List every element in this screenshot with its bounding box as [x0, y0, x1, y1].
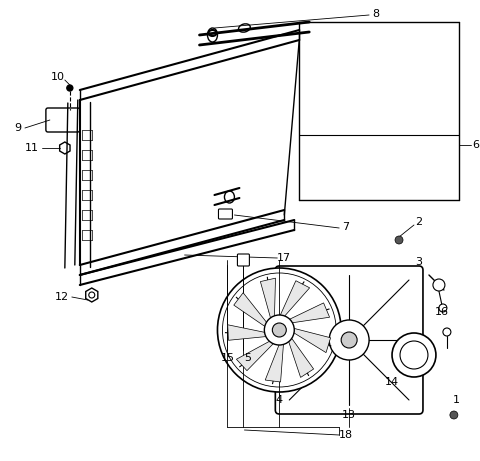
Polygon shape — [265, 341, 284, 382]
Text: 4: 4 — [276, 395, 283, 405]
Circle shape — [341, 332, 357, 348]
Text: 18: 18 — [339, 430, 353, 440]
Polygon shape — [234, 293, 268, 328]
Text: 3: 3 — [416, 257, 422, 267]
FancyBboxPatch shape — [46, 108, 80, 132]
Text: 12: 12 — [55, 292, 69, 302]
Polygon shape — [260, 278, 276, 321]
Circle shape — [329, 320, 369, 360]
Text: 14: 14 — [385, 377, 399, 387]
Text: 15: 15 — [220, 353, 234, 363]
Text: 7: 7 — [343, 222, 350, 232]
Text: 9: 9 — [14, 123, 22, 133]
Circle shape — [443, 328, 451, 336]
Polygon shape — [228, 325, 269, 340]
Circle shape — [400, 341, 428, 369]
Text: 5: 5 — [244, 353, 251, 363]
FancyBboxPatch shape — [276, 266, 423, 414]
Ellipse shape — [239, 24, 250, 32]
Polygon shape — [288, 336, 313, 378]
Circle shape — [272, 323, 286, 337]
Text: 16: 16 — [435, 307, 449, 317]
Ellipse shape — [225, 191, 234, 203]
Ellipse shape — [207, 28, 217, 42]
Text: 2: 2 — [415, 217, 422, 227]
Circle shape — [67, 85, 73, 91]
Text: 6: 6 — [472, 140, 480, 150]
FancyBboxPatch shape — [238, 254, 250, 266]
Circle shape — [433, 279, 445, 291]
Circle shape — [222, 273, 336, 387]
Circle shape — [395, 236, 403, 244]
Polygon shape — [291, 328, 331, 353]
Circle shape — [392, 333, 436, 377]
Circle shape — [264, 315, 294, 345]
Circle shape — [450, 411, 458, 419]
Text: 1: 1 — [452, 395, 459, 405]
Ellipse shape — [208, 30, 216, 36]
FancyBboxPatch shape — [218, 209, 232, 219]
Polygon shape — [279, 281, 310, 319]
Circle shape — [217, 268, 341, 392]
Text: 10: 10 — [51, 72, 65, 82]
Polygon shape — [287, 303, 330, 323]
Text: 17: 17 — [277, 253, 291, 263]
Polygon shape — [237, 340, 276, 371]
Text: 8: 8 — [372, 9, 380, 19]
Circle shape — [439, 304, 447, 312]
Text: 11: 11 — [25, 143, 39, 153]
Circle shape — [89, 292, 95, 298]
Text: 13: 13 — [342, 410, 356, 420]
